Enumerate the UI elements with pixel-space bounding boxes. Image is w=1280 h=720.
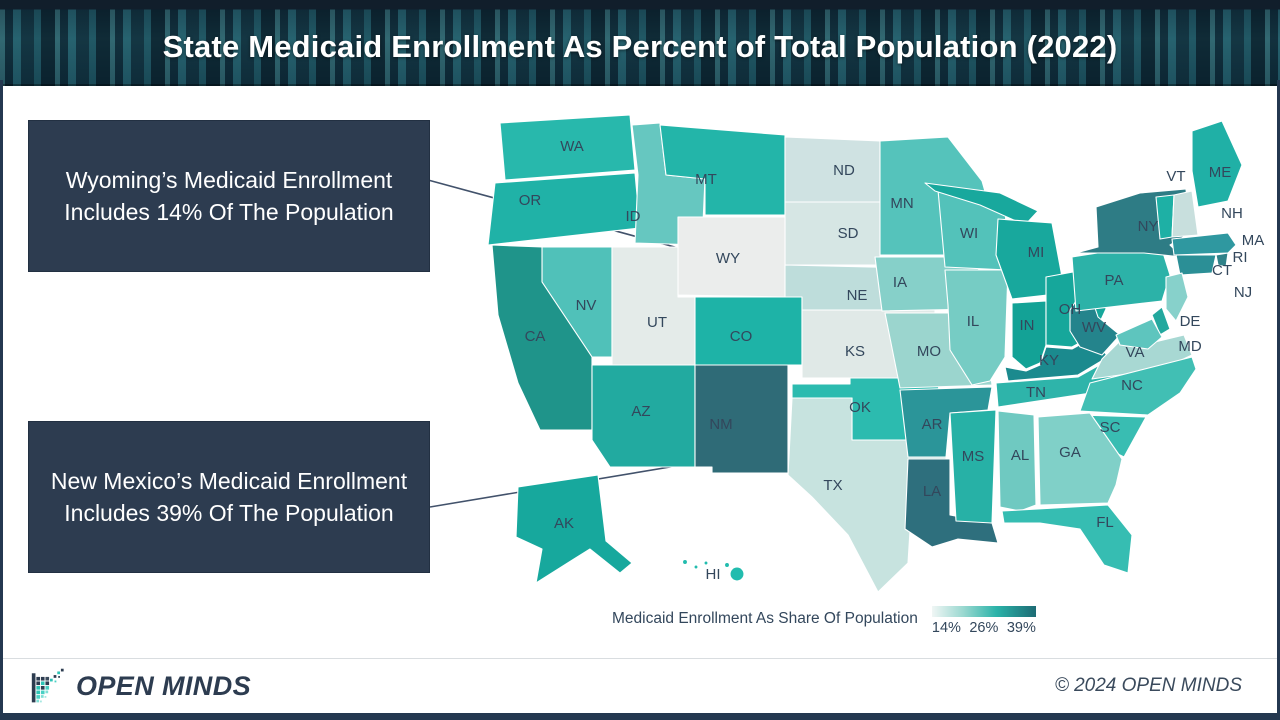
state-label-UT: UT xyxy=(647,314,667,331)
brand-name: OPEN MINDS xyxy=(76,670,252,701)
state-label-VA: VA xyxy=(1126,344,1145,361)
legend-tick-min: 14% xyxy=(931,620,961,636)
state-HI xyxy=(681,558,745,582)
copyright-text: © 2024 OPEN MINDS xyxy=(1054,675,1242,696)
state-label-WV: WV xyxy=(1082,319,1106,336)
state-AK xyxy=(515,474,633,584)
page-title: State Medicaid Enrollment As Percent of … xyxy=(162,29,1118,64)
state-GA xyxy=(1037,412,1123,506)
state-WA xyxy=(499,114,636,181)
callout-wyoming-line1: Wyoming’s Medicaid Enrollment xyxy=(65,166,393,193)
pixel-mosaic-logo-icon xyxy=(31,668,64,703)
state-label-TN: TN xyxy=(1026,384,1046,401)
legend-tick-max: 39% xyxy=(1006,620,1036,636)
state-MA xyxy=(1171,232,1237,256)
state-label-ND: ND xyxy=(833,162,855,179)
callout-new-mexico-line1: New Mexico’s Medicaid Enrollment xyxy=(50,467,408,494)
state-label-OH: OH xyxy=(1059,301,1082,318)
state-label-OK: OK xyxy=(849,399,871,416)
state-label-HI: HI xyxy=(706,566,721,583)
callout-new-mexico: New Mexico’s Medicaid Enrollment Include… xyxy=(28,421,430,573)
state-label-AK: AK xyxy=(554,515,574,532)
state-label-FL: FL xyxy=(1096,514,1114,531)
us-choropleth-map: WA OR ID MT ND SD WY NV UT CO NE KS CA A… xyxy=(487,114,1265,593)
state-SD xyxy=(784,201,881,266)
slide-border-left xyxy=(0,80,3,720)
state-label-TX: TX xyxy=(823,477,842,494)
state-label-AZ: AZ xyxy=(631,403,650,420)
state-CT xyxy=(1175,254,1217,276)
state-label-OR: OR xyxy=(519,192,542,209)
state-label-NH: NH xyxy=(1221,205,1243,222)
state-NH xyxy=(1171,190,1199,238)
state-NJ xyxy=(1165,272,1189,322)
state-labels: WA OR ID MT ND SD WY NV UT CO NE KS CA A… xyxy=(519,138,1265,583)
state-label-NE: NE xyxy=(847,287,868,304)
state-label-AR: AR xyxy=(922,416,943,433)
slide-border-bottom xyxy=(0,713,1280,720)
legend-gradient-bar xyxy=(931,606,1036,617)
state-MD xyxy=(1115,318,1163,350)
state-label-WY: WY xyxy=(716,250,740,267)
state-label-MA: MA xyxy=(1242,232,1265,249)
state-label-NC: NC xyxy=(1121,377,1143,394)
state-label-PA: PA xyxy=(1105,272,1124,289)
state-AL xyxy=(997,410,1037,512)
state-label-GA: GA xyxy=(1059,444,1081,461)
callout-new-mexico-line2: Includes 39% Of The Population xyxy=(64,500,394,526)
state-label-WA: WA xyxy=(560,138,584,155)
state-label-IN: IN xyxy=(1020,317,1035,334)
state-label-NV: NV xyxy=(576,297,597,314)
callout-wyoming: Wyoming’s Medicaid Enrollment Includes 1… xyxy=(28,120,430,272)
state-label-MS: MS xyxy=(962,448,985,465)
state-label-ID: ID xyxy=(626,208,641,225)
legend-tick-mid: 26% xyxy=(969,620,999,636)
legend-ticks: 14% 26% 39% xyxy=(932,620,1036,636)
state-label-LA: LA xyxy=(923,483,941,500)
state-label-CT: CT xyxy=(1212,262,1232,279)
brand-logo: OPEN MINDS xyxy=(30,666,251,706)
state-label-MN: MN xyxy=(890,195,913,212)
state-label-MI: MI xyxy=(1028,244,1045,261)
state-AZ xyxy=(591,364,696,468)
state-OR xyxy=(487,172,641,246)
state-label-SC: SC xyxy=(1100,419,1121,436)
state-label-IA: IA xyxy=(893,274,907,291)
map-legend: Medicaid Enrollment As Share Of Populati… xyxy=(612,606,1036,636)
state-NC xyxy=(1079,356,1197,416)
footer: OPEN MINDS © 2024 OPEN MINDS xyxy=(0,658,1280,713)
state-NM xyxy=(694,364,789,474)
state-label-NM: NM xyxy=(709,416,732,433)
state-shapes xyxy=(487,114,1243,593)
state-label-NY: NY xyxy=(1138,218,1159,235)
title-banner: State Medicaid Enrollment As Percent of … xyxy=(0,0,1280,86)
slide-border-right xyxy=(1277,80,1280,720)
state-label-DE: DE xyxy=(1180,313,1201,330)
callout-wyoming-line2: Includes 14% Of The Population xyxy=(64,199,394,225)
state-label-RI: RI xyxy=(1233,249,1248,266)
state-label-CO: CO xyxy=(730,328,753,345)
state-label-KS: KS xyxy=(845,343,865,360)
state-ME xyxy=(1191,120,1243,208)
state-FL xyxy=(1001,504,1133,574)
state-label-CA: CA xyxy=(525,328,546,345)
state-MT xyxy=(659,124,786,216)
legend-label: Medicaid Enrollment As Share Of Populati… xyxy=(612,610,918,627)
state-label-MD: MD xyxy=(1178,338,1201,355)
legend-scale: 14% 26% 39% xyxy=(931,606,1036,636)
state-label-KY: KY xyxy=(1039,352,1059,369)
state-label-NJ: NJ xyxy=(1234,284,1252,301)
state-label-VT: VT xyxy=(1166,168,1185,185)
state-label-IL: IL xyxy=(967,313,980,330)
state-RI xyxy=(1215,252,1229,268)
state-label-ME: ME xyxy=(1209,164,1232,181)
state-label-AL: AL xyxy=(1011,447,1029,464)
state-label-MO: MO xyxy=(917,343,941,360)
state-label-WI: WI xyxy=(960,225,978,242)
state-label-MT: MT xyxy=(695,171,717,188)
state-label-SD: SD xyxy=(838,225,859,242)
state-MS xyxy=(949,409,997,524)
state-LA xyxy=(904,458,999,548)
